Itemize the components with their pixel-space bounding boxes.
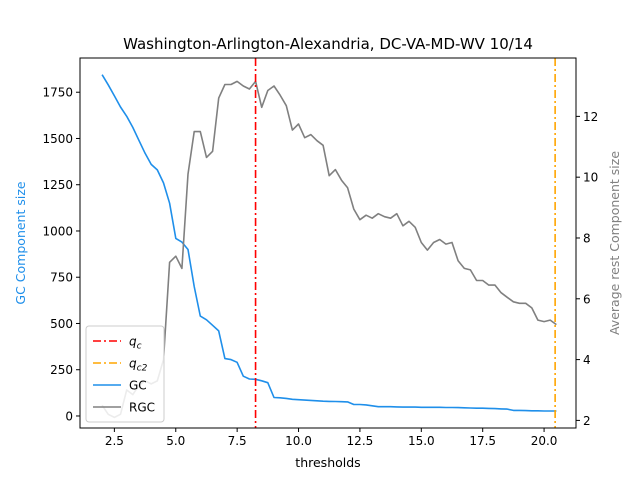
- legend-label: RGC: [129, 401, 155, 415]
- y-left-tick-label: 1750: [42, 86, 73, 100]
- legend-label-base: q: [129, 357, 137, 371]
- x-tick-label: 15.0: [408, 434, 435, 448]
- y-right-tick-label: 10: [583, 171, 598, 185]
- x-tick-label: 5.0: [166, 434, 185, 448]
- legend-box: [85, 325, 165, 423]
- plot-frame: [79, 57, 577, 429]
- y-left-tick-label: 750: [50, 271, 73, 285]
- y-axis-label-right: Average rest Component size: [607, 151, 622, 335]
- chart-title: Washington-Arlington-Alexandria, DC-VA-M…: [123, 35, 533, 53]
- y-right-tick-label: 4: [583, 353, 591, 367]
- y-right-tick-label: 2: [583, 414, 591, 428]
- x-tick-label: 2.5: [105, 434, 124, 448]
- series-line-gc: [101, 74, 557, 412]
- legend-label: qc: [129, 335, 142, 352]
- legend-label: qc2: [129, 357, 148, 374]
- y-left-tick-label: 1000: [42, 224, 73, 238]
- x-tick-label: 10.0: [285, 434, 312, 448]
- y-left-tick-label: 1500: [42, 132, 73, 146]
- y-right-tick-label: 6: [583, 292, 591, 306]
- y-left-tick-label: 1250: [42, 178, 73, 192]
- x-tick-label: 20.0: [531, 434, 558, 448]
- x-tick-label: 7.5: [228, 434, 247, 448]
- y-left-tick-label: 500: [50, 317, 73, 331]
- y-right-tick-label: 12: [583, 110, 598, 124]
- y-left-tick-label: 0: [65, 409, 73, 423]
- x-tick-label: 12.5: [347, 434, 374, 448]
- legend-label-base: q: [129, 335, 137, 349]
- y-left-tick-label: 250: [50, 363, 73, 377]
- y-right-tick-label: 8: [583, 231, 591, 245]
- y-axis-label-left: GC Component size: [13, 181, 28, 304]
- series-line-rgc: [101, 80, 557, 419]
- x-axis-label: thresholds: [295, 455, 360, 470]
- legend-label: GC: [129, 379, 147, 393]
- legend-label-subscript: c2: [137, 364, 148, 374]
- x-tick-label: 17.5: [469, 434, 496, 448]
- legend-label-subscript: c: [137, 342, 142, 352]
